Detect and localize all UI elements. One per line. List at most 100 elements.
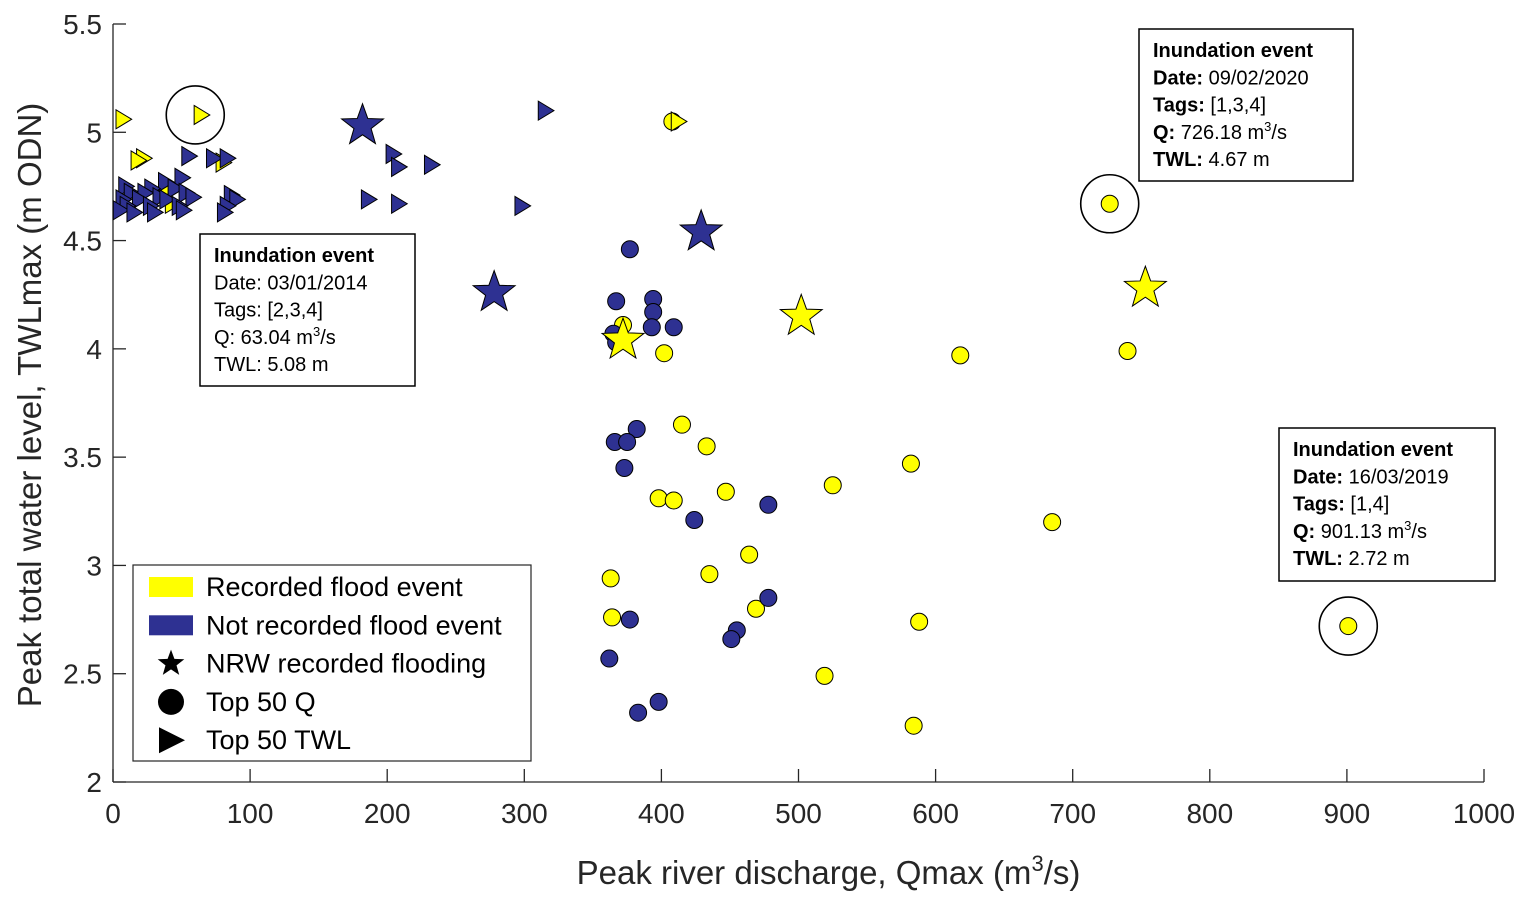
x-tick-label: 200 [364, 798, 411, 829]
triangle-icon [159, 727, 185, 754]
legend-swatch [149, 615, 193, 636]
legend-item: Not recorded flood event [149, 610, 502, 640]
legend-label: Recorded flood event [206, 572, 463, 602]
top50twl-point [219, 147, 237, 169]
top50q-point [716, 482, 735, 501]
annotation-frame [199, 233, 416, 387]
y-tick-label: 2 [86, 767, 102, 798]
top50twl-point [360, 189, 379, 210]
legend-item: Top 50 TWL [159, 725, 351, 755]
legend-label: Top 50 Q [206, 687, 316, 717]
top50twl-point [193, 104, 211, 126]
top50q-point [664, 491, 683, 510]
top50twl-point [159, 189, 177, 210]
annotation-row: Tags: [1,4] [1293, 494, 1389, 516]
top50q-point [904, 716, 923, 735]
annotation-row: TWL: 5.08 m [214, 354, 328, 376]
top50q-point [618, 432, 637, 451]
x-tick-label: 300 [501, 798, 548, 829]
y-tick-label: 5.5 [63, 9, 102, 40]
top50q-point [649, 692, 668, 711]
top50twl-point [126, 202, 144, 223]
legend-item: Recorded flood event [149, 572, 463, 602]
nrw-flooding-point [778, 292, 824, 336]
legend-label: NRW recorded flooding [206, 649, 486, 679]
top50twl-point [391, 193, 409, 215]
annotation-row: Q: 63.04 m3/s [214, 324, 336, 349]
x-tick-label: 0 [105, 798, 121, 829]
nrw-flooding-point [471, 269, 517, 312]
top50q-point [629, 703, 648, 722]
legend-frame [132, 564, 532, 762]
annotation-box: Inundation event Date: 03/01/2014 Tags: [2… [199, 233, 416, 387]
annotation-row: Date: 03/01/2014 [214, 272, 367, 294]
legend-item: NRW recorded flooding [157, 649, 486, 679]
annotation-row: Date: 09/02/2020 [1153, 67, 1309, 89]
top50twl-point [147, 202, 165, 223]
annotations: Inundation event Date: 03/01/2014 Tags: [2… [199, 28, 1496, 582]
annotation-title: Inundation event [1293, 439, 1453, 461]
top50q-point [600, 649, 619, 668]
top50twl-point [670, 111, 688, 132]
top50q-point [644, 303, 663, 322]
top50q-point [815, 666, 834, 685]
top50twl-point [158, 171, 176, 193]
top50q-point [655, 344, 674, 363]
top50q-point [759, 495, 778, 514]
top50q-point [910, 612, 929, 631]
x-tick-label: 600 [912, 798, 959, 829]
top50q-point [685, 510, 704, 529]
x-tick-label: 1000 [1453, 798, 1515, 829]
top50q-point [620, 610, 639, 629]
top50q-point [740, 545, 759, 564]
plot-area [112, 85, 1379, 735]
top50twl-point [167, 178, 185, 199]
y-axis-title: Peak total water level, TWLmax (m ODN) [11, 103, 48, 708]
x-tick-label: 400 [638, 798, 685, 829]
top50q-point [664, 318, 683, 337]
top50twl-point [537, 100, 555, 122]
top50q-point [1118, 342, 1137, 361]
top50twl-point [115, 108, 133, 130]
star-icon [157, 649, 185, 675]
top50twl-point [216, 202, 235, 223]
x-tick-label: 700 [1049, 798, 1096, 829]
top50q-point [649, 489, 668, 508]
top50twl-point [130, 150, 148, 171]
top50q-point [1043, 513, 1062, 532]
x-tick-label: 900 [1324, 798, 1371, 829]
top50q-point [672, 415, 691, 434]
top50twl-point [185, 186, 203, 208]
top50q-point [823, 476, 842, 495]
legend-item: Top 50 Q [158, 687, 316, 717]
annotation-row: Q: 901.13 m3/s [1293, 518, 1427, 543]
nrw-flooding-point [340, 102, 385, 145]
y-tick-label: 2.5 [63, 659, 102, 690]
annotation-row: Tags: [2,3,4] [214, 300, 323, 322]
legend-swatch [149, 577, 193, 597]
x-tick-label: 800 [1186, 798, 1233, 829]
top50q-point [620, 240, 639, 259]
nrw-flooding-point [1123, 264, 1168, 308]
top50twl-point [423, 154, 442, 176]
top50q-point [722, 630, 741, 649]
legend: Recorded flood event Not recorded flood e… [132, 564, 532, 762]
top50q-point [746, 599, 765, 618]
top50q-point [607, 292, 626, 311]
nrw-flooding-point [678, 208, 724, 251]
annotation-row: Q: 726.18 m3/s [1153, 119, 1287, 144]
annotation-box: Inundation event Date: 16/03/2019 Tags: [1… [1278, 427, 1496, 582]
top50q-point [901, 454, 920, 473]
top50q-point [1100, 194, 1119, 213]
legend-label: Top 50 TWL [206, 725, 351, 755]
top50q-point [603, 608, 622, 627]
legend-label: Not recorded flood event [206, 610, 502, 640]
y-tick-label: 5 [86, 117, 102, 148]
x-axis-title: Peak river discharge, Qmax (m3/s) [577, 851, 1081, 891]
top50twl-point [514, 195, 532, 217]
top50twl-point [391, 156, 409, 178]
circle-icon [158, 688, 184, 715]
x-tick-label: 100 [227, 798, 274, 829]
annotation-row: TWL: 4.67 m [1153, 149, 1270, 171]
